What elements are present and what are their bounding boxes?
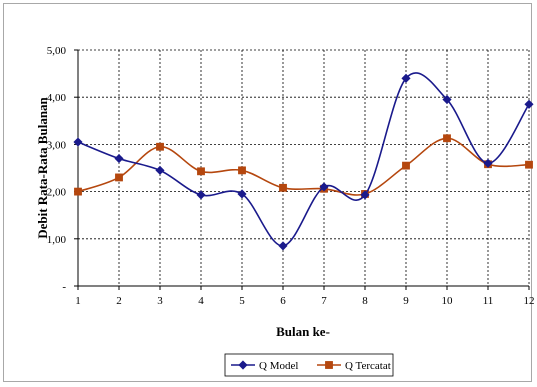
- x-tick-label: 4: [198, 295, 204, 307]
- legend-label-q-model: Q Model: [259, 360, 298, 372]
- x-tick-label: 5: [239, 295, 245, 307]
- x-tick-label: 11: [483, 295, 494, 307]
- legend: Q Model Q Tercatat: [224, 353, 394, 377]
- data-point-q-tercatat: [156, 142, 164, 151]
- data-point-q-model: [278, 241, 288, 251]
- x-tick-label: 3: [157, 295, 163, 307]
- data-series: [73, 72, 534, 251]
- x-tick-label: 1: [75, 295, 81, 307]
- data-point-q-tercatat: [238, 166, 246, 175]
- legend-marker-q-model: [238, 360, 248, 370]
- data-point-q-tercatat: [402, 161, 410, 170]
- data-point-q-model: [360, 190, 370, 200]
- data-point-q-model: [155, 165, 165, 175]
- y-tick-label: 2,00: [47, 187, 67, 199]
- data-point-q-tercatat: [74, 187, 82, 196]
- data-point-q-model: [73, 137, 83, 147]
- data-point-q-model: [442, 94, 452, 105]
- data-point-q-model: [114, 153, 124, 164]
- data-point-q-model: [196, 190, 206, 200]
- y-tick-label: 4,00: [47, 92, 67, 104]
- y-tick-label: 3,00: [47, 139, 67, 151]
- data-point-q-tercatat: [197, 167, 205, 176]
- x-tick-label: 2: [116, 295, 122, 307]
- data-point-q-tercatat: [525, 160, 533, 169]
- x-tick-labels: 1 2 3 4 5 6 7 8 9 10 11 12: [75, 295, 534, 307]
- data-point-q-model: [319, 182, 329, 192]
- data-point-q-tercatat: [443, 134, 451, 143]
- x-tick-label: 10: [442, 295, 454, 307]
- data-point-q-model: [237, 189, 247, 199]
- plot-area: [78, 50, 529, 286]
- legend-box: [224, 353, 394, 377]
- x-tick-label: 6: [280, 295, 286, 307]
- y-tick-label: 1,00: [47, 234, 67, 246]
- x-tick-label: 9: [403, 295, 409, 307]
- x-tick-label: 12: [524, 295, 535, 307]
- legend-label-q-tercatat: Q Tercatat: [345, 360, 391, 372]
- x-tick-label: 8: [362, 295, 368, 307]
- legend-marker-q-tercatat: [325, 361, 333, 369]
- data-point-q-tercatat: [115, 173, 123, 182]
- x-tick-label: 7: [321, 295, 327, 307]
- data-point-q-model: [524, 99, 534, 109]
- data-point-q-tercatat: [279, 183, 287, 192]
- data-point-q-model: [483, 158, 493, 168]
- x-axis-label: Bulan ke-: [276, 324, 330, 339]
- y-tick-label: -: [62, 281, 66, 293]
- y-tick-label: 5,00: [47, 45, 67, 57]
- data-point-q-model: [401, 73, 411, 83]
- axes: [74, 49, 530, 290]
- y-axis-label: Debit Rata-Rata Bulanan: [35, 96, 50, 238]
- series-q-model: [73, 72, 534, 251]
- y-tick-labels: - 1,00 2,00 3,00 4,00 5,00: [47, 45, 67, 293]
